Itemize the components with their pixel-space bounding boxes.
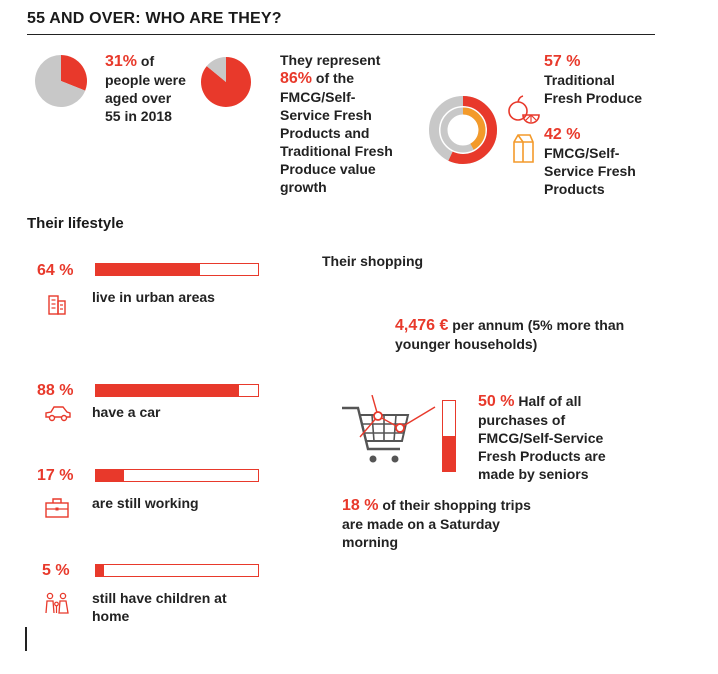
milk-carton-icon [513, 134, 534, 163]
bar-children [95, 564, 259, 577]
bar-fill-children [96, 565, 105, 576]
stat-aged-pct: 31% [105, 53, 138, 70]
pie1-slice-aged [61, 55, 87, 91]
shopping-saturday: 18 % of their shopping trips are made on… [342, 497, 531, 550]
donut-chart-split [429, 96, 497, 164]
family-icon [45, 592, 69, 614]
fruit-icon [508, 95, 540, 124]
lifestyle-pct-working: 17 % [37, 467, 74, 484]
stat-represent-growth: They represent 86% of the FMCG/Self- Ser… [280, 52, 393, 195]
bar-purchases [442, 400, 456, 472]
shopping-spend-amount: 4,476 € [395, 317, 449, 334]
stat-fmcg-pct: 42 % [544, 126, 581, 143]
edge-marker [25, 627, 27, 651]
shopping-spend: 4,476 € per annum (5% more than younger … [395, 317, 625, 352]
pie1-slice-other [35, 55, 86, 107]
shopping-purchases: 50 % Half of all purchases of FMCG/Self-… [478, 393, 606, 482]
lifestyle-label-children: still have children at home [92, 590, 227, 624]
stat-aged-over-55: 31% of people were aged over 55 in 2018 [105, 53, 186, 124]
lifestyle-label-working: are still working [92, 495, 199, 511]
title-divider [27, 34, 655, 35]
stat-traditional: 57 % Traditional Fresh Produce [544, 53, 643, 106]
pie-chart-aged [35, 55, 87, 107]
lifestyle-pct-car: 88 % [37, 382, 74, 399]
stat-fmcg: 42 % FMCG/Self- Service Fresh Products [544, 126, 636, 197]
bar-urban [95, 263, 259, 276]
shopping-saturday-pct: 18 % [342, 497, 379, 514]
donut-ring-fmcg [440, 107, 486, 153]
shopping-heading: Their shopping [322, 253, 424, 269]
pie-chart-growth [201, 57, 251, 107]
bar-fill-working [96, 470, 124, 481]
stat-traditional-pct: 57 % [544, 53, 581, 70]
building-icon [48, 295, 66, 315]
lifestyle-pct-children: 5 % [42, 562, 70, 579]
bar-car [95, 384, 259, 397]
lifestyle-label-car: have a car [92, 404, 161, 420]
lifestyle-pct-urban: 64 % [37, 262, 74, 279]
page-title: 55 AND OVER: WHO ARE THEY? [27, 10, 282, 27]
bar-fill-car [96, 385, 239, 396]
donut-ring-traditional [429, 96, 497, 164]
car-icon [45, 406, 71, 422]
stat-represent-pct: 86% [280, 70, 313, 87]
bar-working [95, 469, 259, 482]
bar-fill-purchases [443, 436, 455, 471]
lifestyle-heading: Their lifestyle [27, 215, 124, 232]
shopping-purchases-pct: 50 % [478, 393, 515, 410]
pie2-slice-other [206, 57, 226, 82]
bar-fill-urban [96, 264, 200, 275]
lifestyle-label-urban: live in urban areas [92, 289, 215, 305]
shopping-cart-icon [342, 395, 436, 463]
briefcase-icon [45, 498, 69, 518]
